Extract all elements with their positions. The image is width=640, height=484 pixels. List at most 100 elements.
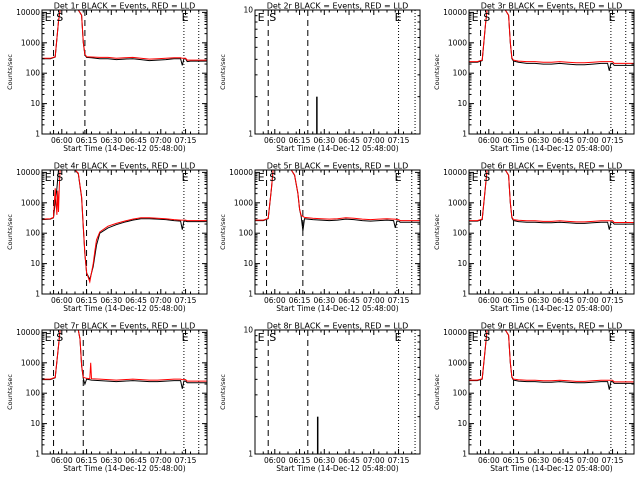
- x-tick-label: 06:15: [289, 456, 311, 465]
- x-tick-label: 06:00: [478, 456, 500, 465]
- x-tick-label: 06:15: [503, 456, 525, 465]
- y-tick-label: 100: [26, 229, 41, 238]
- x-axis-label: Start Time (14-Dec-12 05:48:00): [276, 304, 398, 313]
- y-tick-label: 1: [248, 290, 253, 299]
- marker-label: E: [609, 11, 616, 24]
- x-tick-label: 06:45: [552, 296, 574, 305]
- marker-label: E: [258, 171, 265, 184]
- series-group: [42, 170, 207, 284]
- y-tick-label: 1000: [21, 358, 40, 367]
- marker-label: S: [269, 171, 276, 184]
- y-tick-label: 10000: [443, 168, 467, 177]
- series-line-events: [42, 170, 207, 281]
- x-tick-label: 07:00: [577, 136, 599, 145]
- x-tick-label: 07:15: [602, 136, 624, 145]
- marker-label: E: [609, 331, 616, 344]
- x-tick-label: 06:00: [51, 296, 73, 305]
- y-axis-label: Counts/sec: [433, 214, 441, 250]
- y-tick-label: 10000: [443, 328, 467, 337]
- marker-label: E: [45, 11, 52, 24]
- x-tick-label: 06:00: [51, 136, 73, 145]
- x-tick-label: 06:00: [478, 296, 500, 305]
- panel-title: Det 3r BLACK = Events, RED = LLD: [481, 2, 623, 11]
- x-tick-label: 06:30: [527, 296, 549, 305]
- x-tick-label: 06:00: [478, 136, 500, 145]
- x-tick-label: 06:45: [125, 296, 147, 305]
- x-axis-label: Start Time (14-Dec-12 05:48:00): [63, 304, 185, 313]
- x-tick-label: 07:00: [363, 136, 385, 145]
- x-tick-label: 06:30: [100, 456, 122, 465]
- marker-label: E: [258, 331, 265, 344]
- x-axis-label: Start Time (14-Dec-12 05:48:00): [490, 464, 612, 473]
- panel-title: Det 6r BLACK = Events, RED = LLD: [481, 162, 623, 171]
- x-tick-label: 07:15: [175, 456, 197, 465]
- y-tick-label: 1: [248, 450, 253, 459]
- x-tick-label: 07:00: [150, 296, 172, 305]
- marker-label: S: [56, 171, 63, 184]
- x-axis-label: Start Time (14-Dec-12 05:48:00): [276, 464, 398, 473]
- x-tick-label: 06:00: [51, 456, 73, 465]
- x-tick-label: 06:45: [338, 296, 360, 305]
- y-tick-label: 10: [243, 326, 253, 335]
- series-group: [469, 170, 634, 230]
- marker-label: S: [269, 331, 276, 344]
- series-line-events: [469, 10, 634, 71]
- y-axis-label: Counts/sec: [219, 54, 227, 90]
- y-axis-label: Counts/sec: [433, 374, 441, 410]
- marker-label: E: [395, 331, 402, 344]
- marker-label: E: [472, 171, 479, 184]
- marker-label: E: [472, 331, 479, 344]
- x-tick-label: 06:00: [264, 456, 286, 465]
- x-axis-label: Start Time (14-Dec-12 05:48:00): [276, 144, 398, 153]
- x-tick-label: 07:00: [363, 296, 385, 305]
- x-tick-label: 07:00: [577, 296, 599, 305]
- y-tick-label: 10000: [16, 168, 40, 177]
- marker-label: E: [182, 171, 189, 184]
- y-tick-label: 1: [462, 130, 467, 139]
- y-tick-label: 10000: [229, 168, 253, 177]
- marker-label: E: [395, 11, 402, 24]
- x-tick-label: 06:45: [125, 136, 147, 145]
- x-axis-label: Start Time (14-Dec-12 05:48:00): [63, 464, 185, 473]
- panel-title: Det 1r BLACK = Events, RED = LLD: [54, 2, 196, 11]
- y-axis-label: Counts/sec: [6, 54, 14, 90]
- x-tick-label: 06:45: [552, 136, 574, 145]
- y-axis-label: Counts/sec: [219, 214, 227, 250]
- x-tick-label: 06:15: [289, 296, 311, 305]
- x-tick-label: 07:15: [602, 296, 624, 305]
- x-tick-label: 06:45: [338, 456, 360, 465]
- y-tick-label: 10: [243, 259, 253, 268]
- marker-lines: [53, 330, 200, 454]
- series-line-lld: [469, 170, 634, 223]
- y-tick-label: 100: [26, 69, 41, 78]
- x-tick-label: 06:15: [76, 296, 98, 305]
- y-tick-label: 1000: [448, 358, 467, 367]
- plot-frame: [468, 169, 635, 295]
- series-group: [469, 330, 634, 390]
- x-tick-label: 07:00: [150, 136, 172, 145]
- series-line-events: [42, 330, 207, 389]
- marker-label: E: [609, 171, 616, 184]
- x-tick-label: 07:15: [602, 456, 624, 465]
- x-tick-label: 07:15: [388, 456, 410, 465]
- x-tick-label: 06:30: [527, 456, 549, 465]
- x-tick-label: 06:45: [125, 456, 147, 465]
- y-tick-label: 1: [248, 130, 253, 139]
- y-axis-label: Counts/sec: [6, 374, 14, 410]
- y-tick-label: 1000: [448, 198, 467, 207]
- x-tick-label: 06:30: [527, 136, 549, 145]
- x-tick-label: 06:15: [76, 136, 98, 145]
- x-tick-label: 07:00: [363, 456, 385, 465]
- marker-lines: [53, 10, 200, 134]
- y-tick-label: 1: [35, 290, 40, 299]
- x-tick-label: 07:15: [175, 136, 197, 145]
- x-tick-label: 07:15: [388, 296, 410, 305]
- y-tick-label: 10: [243, 6, 253, 15]
